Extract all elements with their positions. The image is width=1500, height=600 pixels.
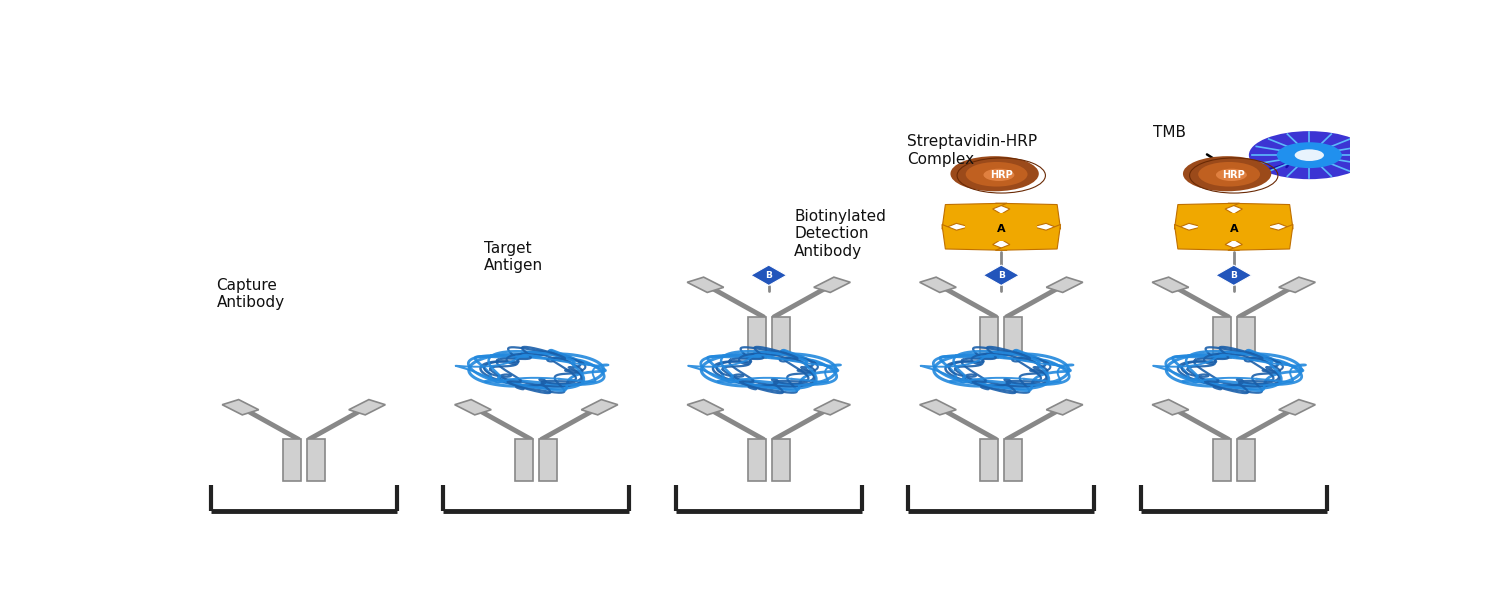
Polygon shape	[920, 400, 956, 415]
Polygon shape	[1174, 203, 1246, 232]
Polygon shape	[1280, 277, 1316, 292]
Text: HRP: HRP	[1222, 170, 1245, 181]
Polygon shape	[1280, 400, 1316, 415]
Text: A: A	[1230, 224, 1238, 233]
Polygon shape	[752, 265, 786, 286]
Polygon shape	[984, 265, 1018, 286]
Polygon shape	[815, 400, 850, 415]
Polygon shape	[981, 317, 998, 358]
Polygon shape	[1152, 400, 1188, 415]
Polygon shape	[1221, 222, 1293, 250]
Polygon shape	[988, 203, 1060, 232]
Polygon shape	[454, 400, 490, 415]
Text: TMB: TMB	[1154, 125, 1186, 140]
Polygon shape	[1005, 439, 1022, 481]
Polygon shape	[981, 439, 998, 481]
Circle shape	[951, 156, 1040, 191]
Circle shape	[1294, 149, 1324, 161]
Text: B: B	[1230, 271, 1238, 280]
Polygon shape	[687, 400, 723, 415]
Text: A: A	[998, 224, 1005, 233]
Polygon shape	[748, 317, 765, 358]
Polygon shape	[284, 439, 300, 481]
Polygon shape	[815, 277, 850, 292]
Polygon shape	[1216, 265, 1251, 286]
Polygon shape	[1221, 203, 1293, 232]
Polygon shape	[1214, 317, 1230, 358]
Polygon shape	[222, 400, 258, 415]
Polygon shape	[1198, 212, 1269, 241]
Circle shape	[1276, 142, 1342, 168]
Polygon shape	[748, 439, 765, 481]
Text: Streptavidin-HRP
Complex: Streptavidin-HRP Complex	[908, 134, 1038, 167]
Polygon shape	[942, 222, 1014, 250]
Text: B: B	[765, 271, 772, 280]
Polygon shape	[1005, 317, 1022, 358]
Text: HRP: HRP	[990, 170, 1012, 181]
Polygon shape	[942, 203, 1014, 232]
Polygon shape	[540, 439, 556, 481]
Circle shape	[1184, 156, 1272, 191]
Polygon shape	[1174, 222, 1246, 250]
Polygon shape	[1238, 317, 1254, 358]
Text: Target
Antigen: Target Antigen	[484, 241, 543, 273]
Text: Capture
Antibody: Capture Antibody	[216, 278, 285, 310]
Text: B: B	[998, 271, 1005, 280]
Polygon shape	[516, 439, 532, 481]
Circle shape	[1198, 162, 1260, 187]
Circle shape	[984, 169, 1014, 181]
Polygon shape	[920, 277, 956, 292]
Polygon shape	[350, 400, 386, 415]
Polygon shape	[988, 222, 1060, 250]
Circle shape	[966, 162, 1028, 187]
Polygon shape	[308, 439, 324, 481]
Polygon shape	[582, 400, 618, 415]
Polygon shape	[687, 277, 723, 292]
Polygon shape	[1238, 439, 1254, 481]
Polygon shape	[1047, 277, 1083, 292]
Polygon shape	[1152, 277, 1188, 292]
Text: Biotinylated
Detection
Antibody: Biotinylated Detection Antibody	[795, 209, 886, 259]
Polygon shape	[1047, 400, 1083, 415]
Polygon shape	[772, 317, 789, 358]
Circle shape	[1216, 169, 1246, 181]
Polygon shape	[966, 212, 1036, 241]
Polygon shape	[1214, 439, 1230, 481]
Circle shape	[1250, 131, 1370, 179]
Polygon shape	[772, 439, 789, 481]
